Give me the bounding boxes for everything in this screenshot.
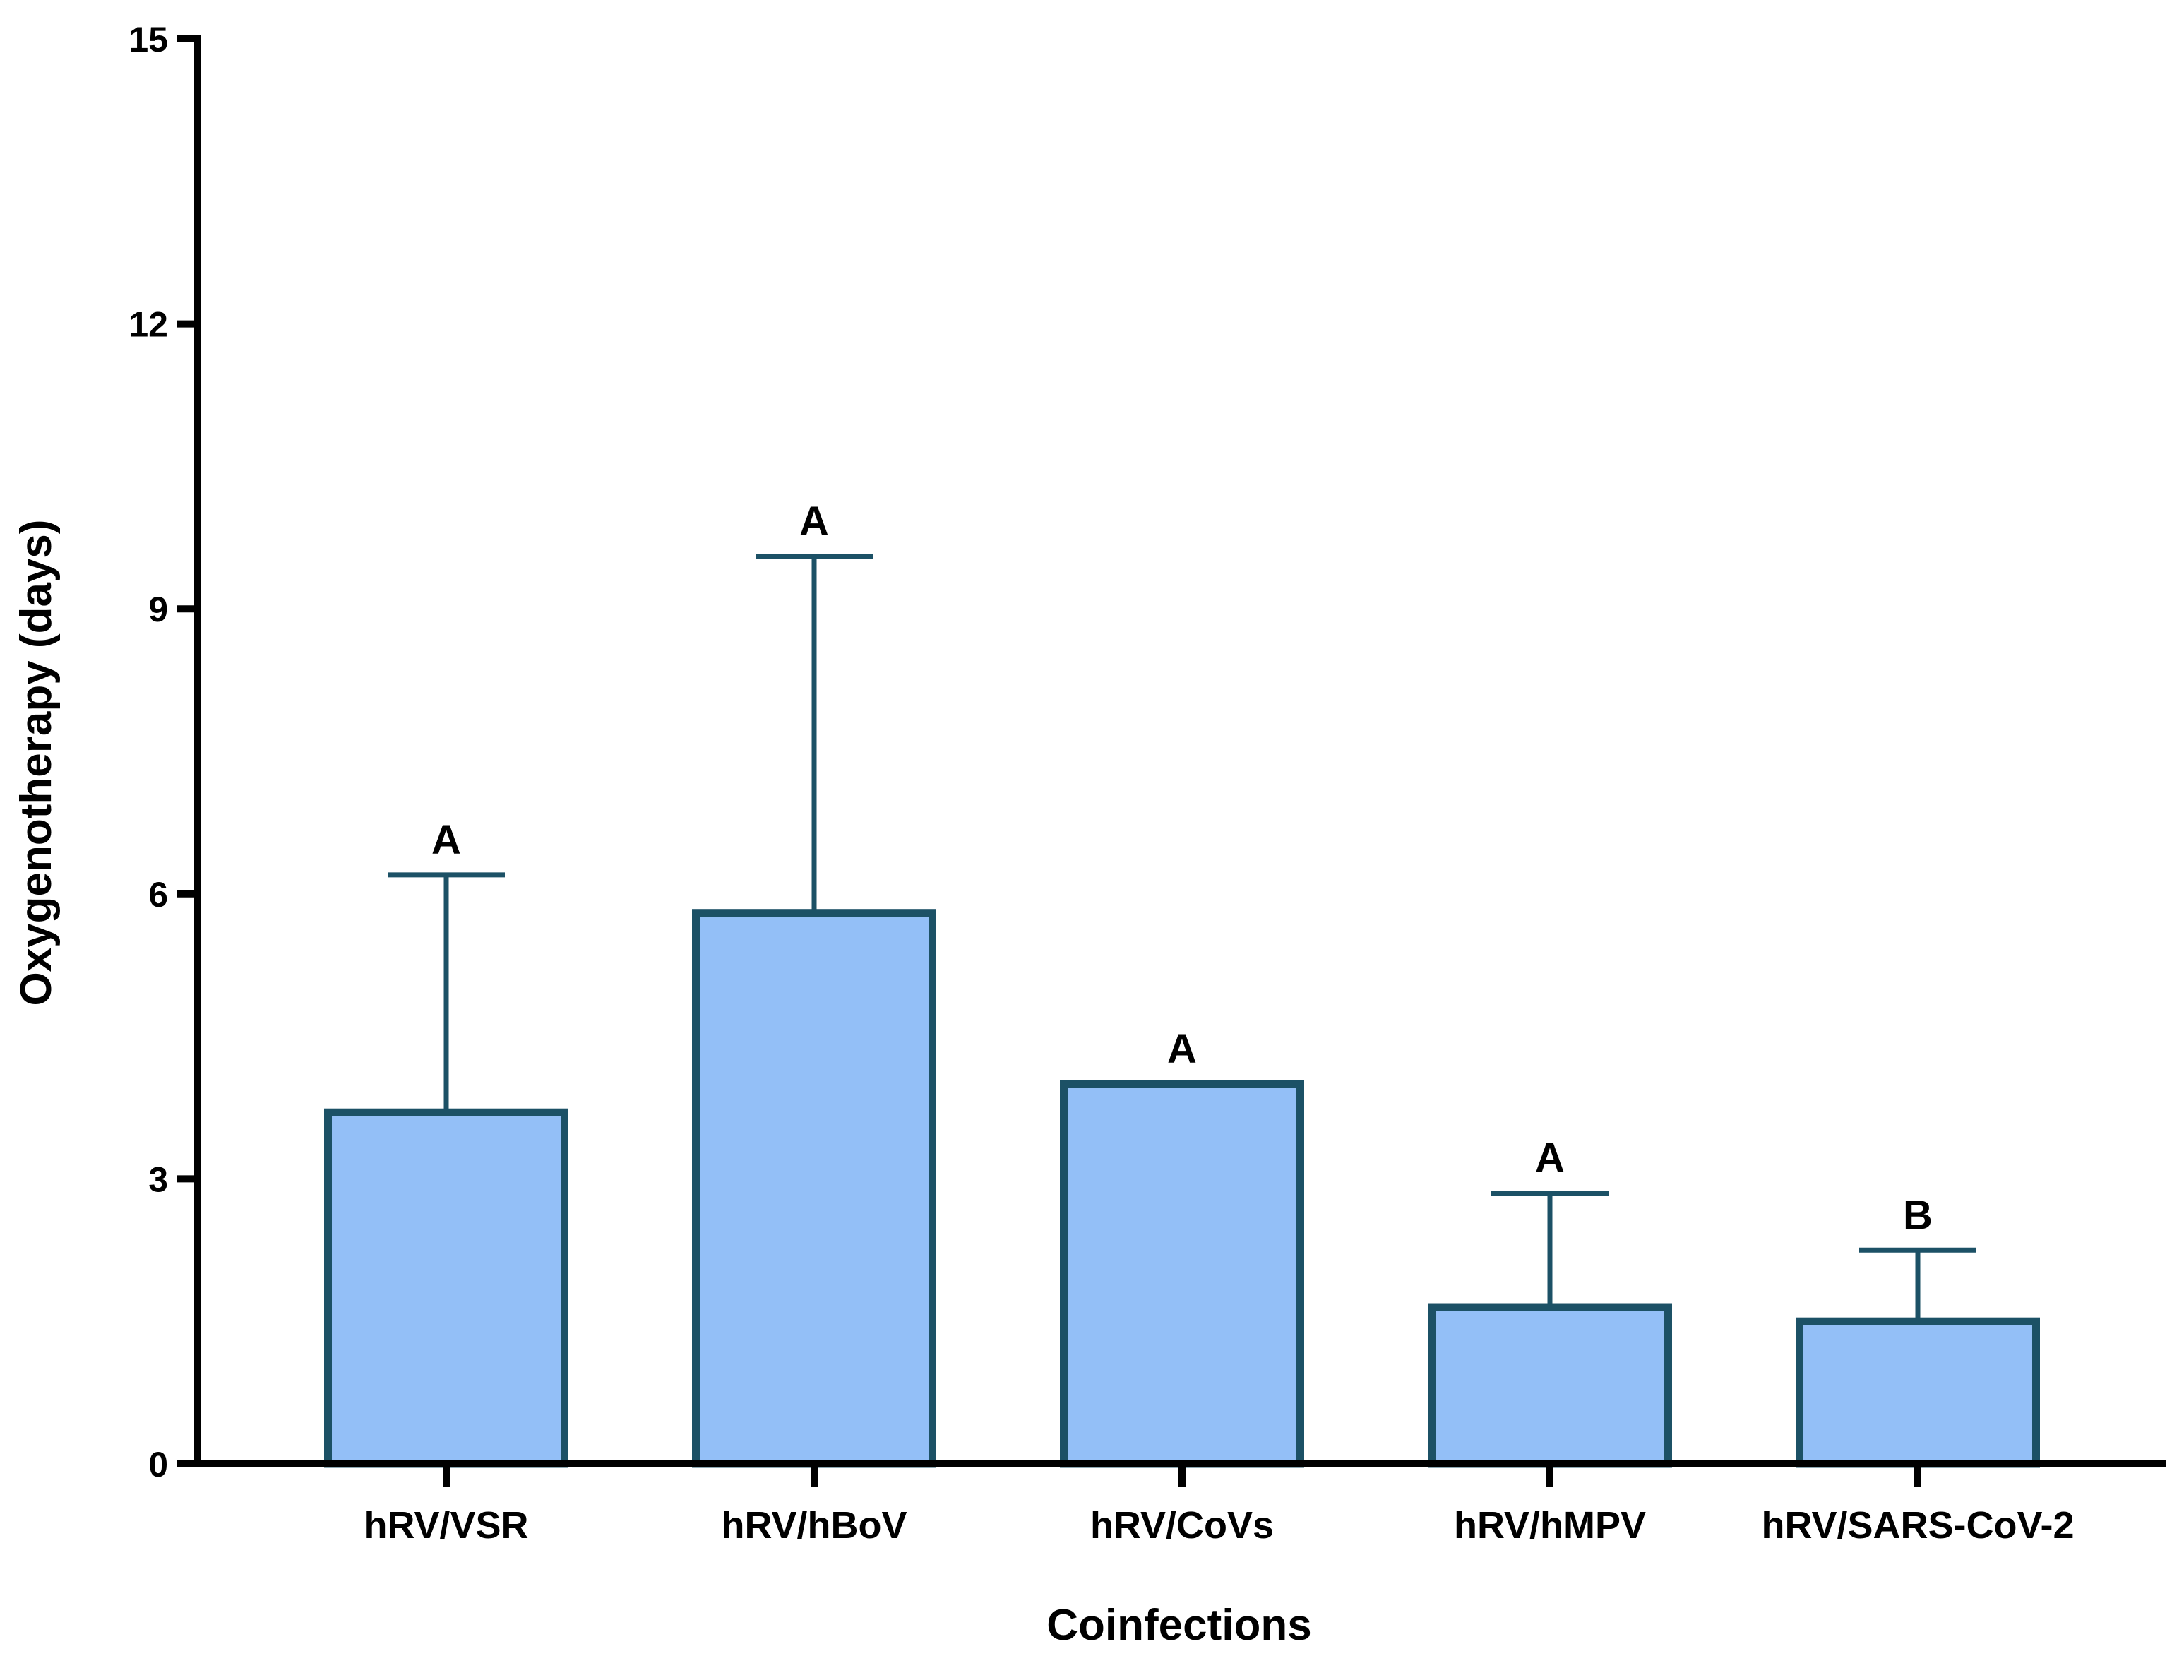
x-tick-label: hRV/SARS-CoV-2 [1761, 1504, 2074, 1547]
y-axis-title: Oxygenotherapy (days) [12, 519, 61, 1006]
y-ticks-layer: 0 3 6 9 12 15 [129, 20, 198, 1484]
significance-label: A [799, 499, 829, 544]
y-tick-label: 6 [148, 875, 168, 915]
bar-hrv-hmpv [1428, 1303, 1672, 1468]
x-tick-label: hRV/hMPV [1454, 1504, 1646, 1547]
y-tick-label: 0 [148, 1445, 168, 1484]
x-tick-label: hRV/CoVs [1090, 1504, 1274, 1547]
y-tick-label: 9 [148, 590, 168, 629]
bar-hrv-vsr [324, 1108, 568, 1468]
bar-hrv-hbov [692, 909, 936, 1468]
y-tick-label: 12 [129, 305, 168, 345]
x-tick-label: hRV/VSR [364, 1504, 528, 1547]
y-tick-label: 3 [148, 1160, 168, 1199]
x-tick-label: hRV/hBoV [721, 1504, 907, 1547]
significance-label: A [431, 817, 461, 863]
y-tick-label: 15 [129, 20, 168, 59]
bar-hrv-sars-cov-2 [1796, 1317, 2040, 1468]
x-ticks-layer: hRV/VSR hRV/hBoV hRV/CoVs hRV/hMPV hRV/SARS-… [364, 1464, 2075, 1547]
x-axis-title: Coinfections [1046, 1601, 1311, 1650]
significance-label: A [1535, 1136, 1565, 1181]
bars-layer: A A A A B [324, 499, 2040, 1468]
significance-label: B [1903, 1192, 1933, 1238]
significance-label: A [1167, 1026, 1197, 1072]
bar-hrv-covs [1060, 1080, 1304, 1468]
